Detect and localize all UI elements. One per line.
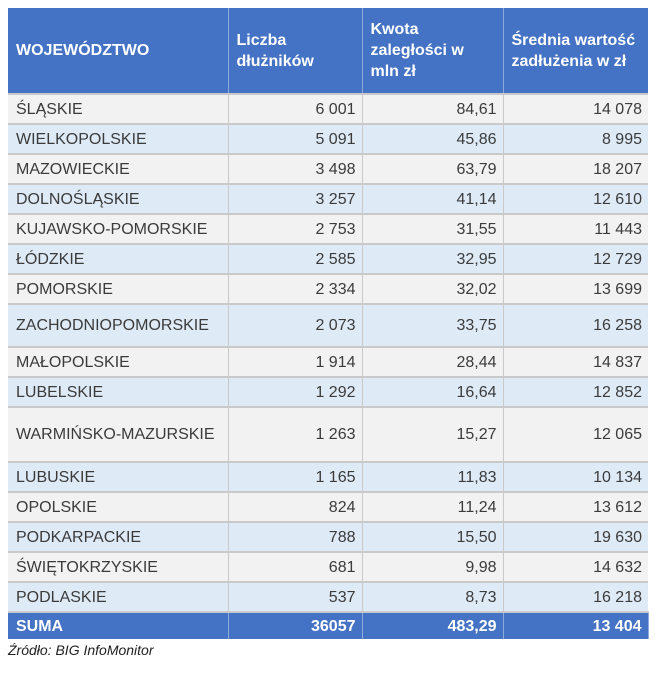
cell-average-debt: 13 612 [503,491,648,522]
cell-voivodeship: LUBELSKIE [8,376,229,407]
cell-voivodeship: MAZOWIECKIE [8,153,229,184]
cell-arrears-amount: 28,44 [362,346,504,377]
cell-arrears-amount: 15,50 [362,521,504,552]
cell-arrears-amount: 84,61 [362,93,504,124]
table-row: LUBELSKIE 1 292 16,64 12 852 [8,376,648,407]
cell-debtors-count: 2 753 [228,213,363,244]
cell-debtors-count: 788 [228,521,363,552]
total-average-debt: 13 404 [503,611,649,639]
cell-average-debt: 16 258 [503,303,648,347]
debtors-table: WOJEWÓDZTWO Liczba dłużników Kwota zaleg… [8,8,649,639]
cell-voivodeship: PODLASKIE [8,581,229,612]
cell-average-debt: 12 610 [503,183,648,214]
cell-debtors-count: 3 498 [228,153,363,184]
cell-voivodeship: WARMIŃSKO-MAZURSKIE [8,406,229,462]
table-row: ŚWIĘTOKRZYSKIE 681 9,98 14 632 [8,551,648,582]
cell-arrears-amount: 41,14 [362,183,504,214]
cell-arrears-amount: 32,95 [362,243,504,274]
page-content: WOJEWÓDZTWO Liczba dłużników Kwota zaleg… [8,8,649,658]
cell-arrears-amount: 16,64 [362,376,504,407]
cell-voivodeship: WIELKOPOLSKIE [8,123,229,154]
header-average-debt: Średnia wartość zadłużenia w zł [503,8,648,94]
cell-voivodeship: PODKARPACKIE [8,521,229,552]
total-row: SUMA 36057 483,29 13 404 [8,611,649,639]
cell-debtors-count: 681 [228,551,363,582]
cell-debtors-count: 5 091 [228,123,363,154]
cell-average-debt: 18 207 [503,153,648,184]
total-voivodeship: SUMA [8,611,229,639]
table-row: ŁÓDZKIE 2 585 32,95 12 729 [8,243,648,274]
header-voivodeship: WOJEWÓDZTWO [8,8,229,94]
cell-voivodeship: ZACHODNIOPOMORSKIE [8,303,229,347]
cell-debtors-count: 1 165 [228,461,363,492]
cell-average-debt: 12 852 [503,376,648,407]
cell-arrears-amount: 8,73 [362,581,504,612]
table-row: ZACHODNIOPOMORSKIE 2 073 33,75 16 258 [8,303,648,347]
cell-average-debt: 14 632 [503,551,648,582]
table-row: MAZOWIECKIE 3 498 63,79 18 207 [8,153,648,184]
cell-voivodeship: ŚLĄSKIE [8,93,229,124]
cell-voivodeship: ŁÓDZKIE [8,243,229,274]
cell-arrears-amount: 33,75 [362,303,504,347]
table-row: PODLASKIE 537 8,73 16 218 [8,581,648,612]
header-debtors-count: Liczba dłużników [228,8,363,94]
cell-debtors-count: 2 585 [228,243,363,274]
cell-voivodeship: ŚWIĘTOKRZYSKIE [8,551,229,582]
cell-voivodeship: KUJAWSKO-POMORSKIE [8,213,229,244]
cell-debtors-count: 824 [228,491,363,522]
cell-voivodeship: LUBUSKIE [8,461,229,492]
cell-average-debt: 11 443 [503,213,648,244]
cell-debtors-count: 1 292 [228,376,363,407]
table-row: LUBUSKIE 1 165 11,83 10 134 [8,461,648,492]
cell-average-debt: 13 699 [503,273,648,304]
header-arrears-amount: Kwota zaległości w mln zł [362,8,504,94]
cell-debtors-count: 2 334 [228,273,363,304]
table-row: KUJAWSKO-POMORSKIE 2 753 31,55 11 443 [8,213,648,244]
source-note: Źródło: BIG InfoMonitor [8,642,154,658]
cell-average-debt: 14 078 [503,93,648,124]
total-debtors-count: 36057 [228,611,363,639]
cell-arrears-amount: 9,98 [362,551,504,582]
cell-arrears-amount: 11,83 [362,461,504,492]
cell-voivodeship: POMORSKIE [8,273,229,304]
cell-arrears-amount: 63,79 [362,153,504,184]
total-arrears-amount: 483,29 [362,611,504,639]
cell-voivodeship: DOLNOŚLĄSKIE [8,183,229,214]
table-row: POMORSKIE 2 334 32,02 13 699 [8,273,648,304]
cell-debtors-count: 6 001 [228,93,363,124]
cell-arrears-amount: 32,02 [362,273,504,304]
cell-debtors-count: 1 263 [228,406,363,462]
cell-average-debt: 19 630 [503,521,648,552]
cell-average-debt: 12 065 [503,406,648,462]
cell-debtors-count: 537 [228,581,363,612]
cell-voivodeship: MAŁOPOLSKIE [8,346,229,377]
cell-voivodeship: OPOLSKIE [8,491,229,522]
cell-average-debt: 8 995 [503,123,648,154]
cell-debtors-count: 3 257 [228,183,363,214]
cell-average-debt: 16 218 [503,581,648,612]
cell-arrears-amount: 15,27 [362,406,504,462]
table-row: OPOLSKIE 824 11,24 13 612 [8,491,648,522]
cell-arrears-amount: 31,55 [362,213,504,244]
cell-debtors-count: 2 073 [228,303,363,347]
table-row: DOLNOŚLĄSKIE 3 257 41,14 12 610 [8,183,648,214]
cell-arrears-amount: 11,24 [362,491,504,522]
table-row: WARMIŃSKO-MAZURSKIE 1 263 15,27 12 065 [8,406,648,462]
cell-average-debt: 14 837 [503,346,648,377]
cell-average-debt: 12 729 [503,243,648,274]
cell-debtors-count: 1 914 [228,346,363,377]
header-row: WOJEWÓDZTWO Liczba dłużników Kwota zaleg… [8,8,648,94]
table-row: MAŁOPOLSKIE 1 914 28,44 14 837 [8,346,648,377]
cell-average-debt: 10 134 [503,461,648,492]
table-row: WIELKOPOLSKIE 5 091 45,86 8 995 [8,123,648,154]
cell-arrears-amount: 45,86 [362,123,504,154]
table-row: ŚLĄSKIE 6 001 84,61 14 078 [8,93,648,124]
table-row: PODKARPACKIE 788 15,50 19 630 [8,521,648,552]
